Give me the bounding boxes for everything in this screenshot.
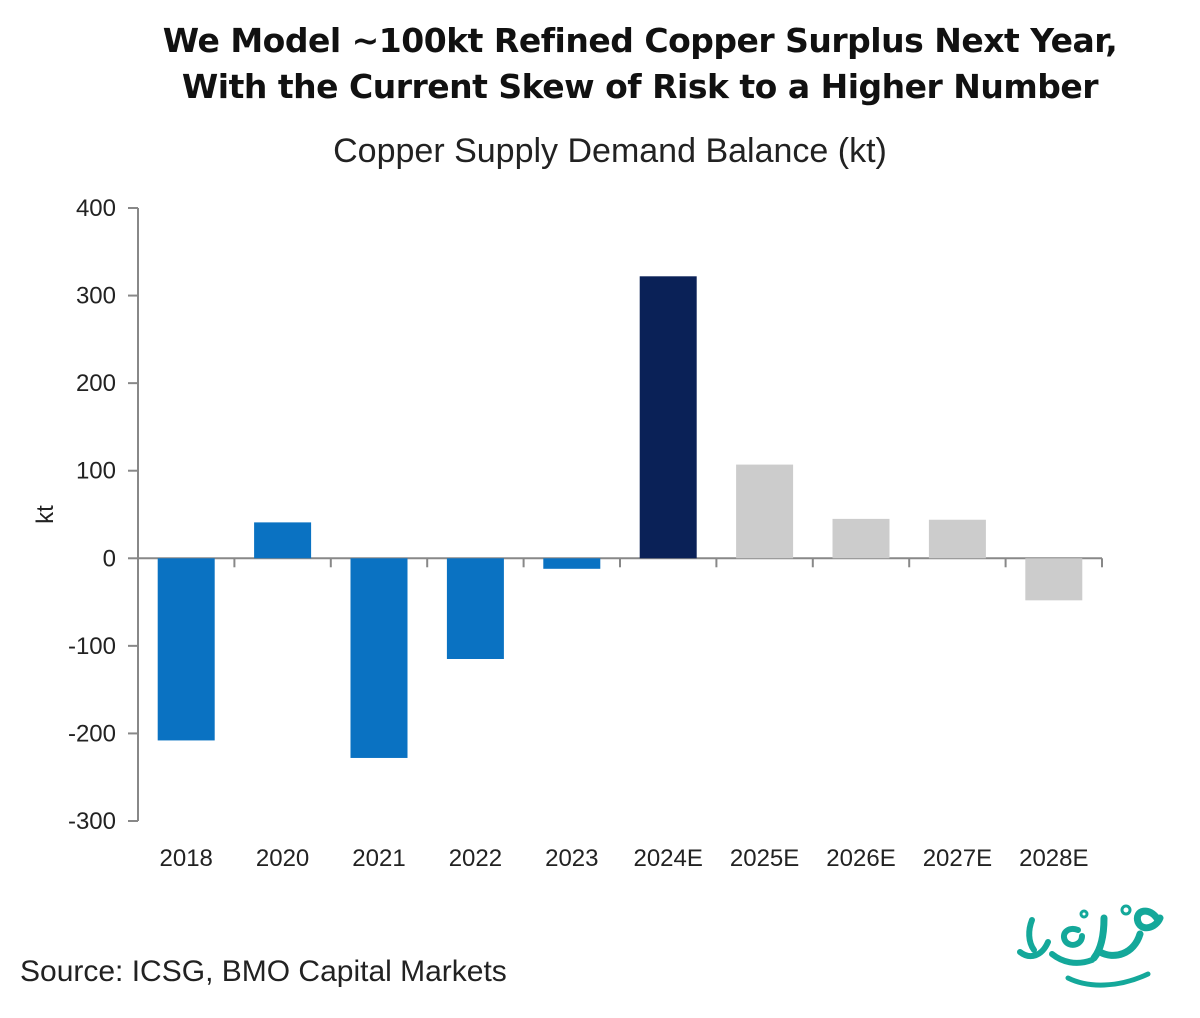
y-axis-title: kt bbox=[32, 505, 59, 524]
headline-line-2: With the Current Skew of Risk to a Highe… bbox=[181, 67, 1099, 106]
x-tick-label: 2025E bbox=[730, 845, 799, 872]
headline-line-1: We Model ~100kt Refined Copper Surplus N… bbox=[162, 21, 1118, 60]
x-tick-label: 2022 bbox=[449, 845, 502, 872]
y-tick-label: -300 bbox=[68, 808, 116, 835]
y-tick-label: 100 bbox=[76, 458, 116, 485]
y-tick-label: 300 bbox=[76, 283, 116, 310]
bar-2022 bbox=[446, 558, 504, 659]
y-tick-label: 200 bbox=[76, 370, 116, 397]
x-tick-label: 2020 bbox=[256, 845, 309, 872]
x-tick-label: 2026E bbox=[826, 845, 895, 872]
chart-headline: We Model ~100kt Refined Copper Surplus N… bbox=[0, 18, 1200, 110]
x-tick-label: 2024E bbox=[633, 845, 702, 872]
bar-2021 bbox=[350, 558, 408, 758]
bar-2028e bbox=[1025, 558, 1083, 601]
y-tick-label: 0 bbox=[103, 545, 116, 572]
bar-2027e bbox=[928, 519, 986, 559]
y-tick-label: -200 bbox=[68, 720, 116, 747]
bar-2020 bbox=[254, 522, 312, 559]
y-tick-label: -100 bbox=[68, 633, 116, 660]
bar-2026e bbox=[832, 518, 890, 559]
source-note: Source: ICSG, BMO Capital Markets bbox=[20, 955, 507, 988]
x-tick-labels: 2018 2020 2021 2022 2023 2024E 2025E 2026E 2027E… bbox=[160, 845, 1089, 872]
x-tick-label: 2028E bbox=[1019, 845, 1088, 872]
bars bbox=[157, 276, 1083, 758]
chart-title: Copper Supply Demand Balance (kt) bbox=[333, 132, 887, 170]
bar-2024e bbox=[639, 276, 697, 559]
x-tick-label: 2021 bbox=[352, 845, 405, 872]
watermark-calligraphy-icon bbox=[1017, 904, 1164, 988]
bar-2018 bbox=[157, 558, 215, 741]
y-tick-label: 400 bbox=[76, 195, 116, 222]
x-tick-label: 2018 bbox=[160, 845, 213, 872]
watermark-logo bbox=[1008, 890, 1188, 1000]
bar-2023 bbox=[543, 558, 601, 569]
y-axis: 400 300 200 100 0 -100 -200 -300 bbox=[68, 195, 139, 835]
x-axis bbox=[137, 557, 1103, 568]
x-tick-label: 2027E bbox=[923, 845, 992, 872]
x-tick-label: 2023 bbox=[545, 845, 598, 872]
bar-2025e bbox=[736, 464, 794, 559]
